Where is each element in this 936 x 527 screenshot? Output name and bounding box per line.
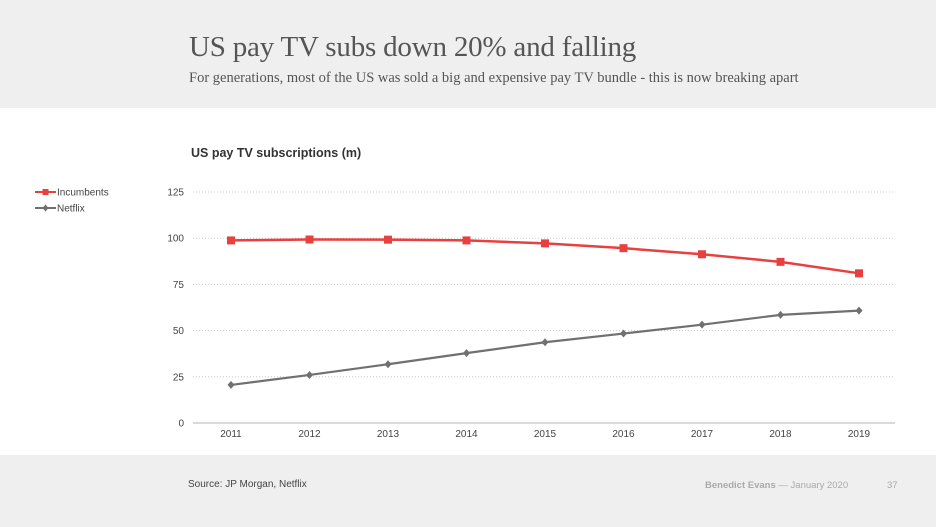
- y-tick-label: 50: [173, 326, 185, 337]
- y-tick-label: 75: [173, 280, 185, 291]
- data-point-netflix: [227, 380, 235, 389]
- page-number: 37: [887, 480, 898, 491]
- data-point-netflix: [855, 306, 863, 315]
- data-point-incumbents: [541, 239, 549, 248]
- series-line-netflix: [230, 309, 860, 387]
- y-tick-label: 25: [173, 372, 185, 383]
- data-point-incumbents: [305, 235, 314, 244]
- data-point-incumbents: [227, 236, 235, 245]
- footer-band: [0, 455, 936, 527]
- slide-title: US pay TV subs down 20% and falling: [189, 31, 637, 63]
- data-point-incumbents: [776, 257, 785, 266]
- legend-marker-netflix: [42, 204, 49, 212]
- data-point-netflix: [698, 320, 706, 329]
- data-point-incumbents: [619, 244, 628, 253]
- slide-subtitle: For generations, most of the US was sold…: [189, 70, 799, 86]
- data-point-netflix: [384, 360, 392, 369]
- y-tick-label: 0: [178, 419, 184, 430]
- y-tick-label: 125: [167, 188, 184, 199]
- y-tick-label: 100: [167, 234, 184, 245]
- x-tick-label: 2017: [691, 429, 714, 440]
- author-credit: Benedict Evans — January 2020: [705, 480, 848, 491]
- legend-label-incumbents: Incumbents: [57, 188, 109, 199]
- data-point-netflix: [777, 310, 784, 319]
- x-tick-label: 2016: [612, 429, 635, 440]
- data-point-incumbents: [698, 250, 706, 259]
- legend-marker-incumbents: [42, 189, 49, 195]
- x-tick-label: 2011: [220, 429, 242, 440]
- data-point-incumbents: [384, 235, 392, 244]
- chart-title: US pay TV subscriptions (m): [191, 146, 362, 160]
- author-name: Benedict Evans: [705, 480, 776, 491]
- x-tick-label: 2012: [298, 429, 321, 440]
- data-point-netflix: [620, 329, 627, 338]
- date: — January 2020: [778, 480, 849, 491]
- data-point-incumbents: [855, 269, 863, 278]
- data-point-netflix: [306, 370, 313, 379]
- data-point-netflix: [463, 349, 470, 358]
- legend-label-netflix: Netflix: [57, 204, 85, 215]
- x-tick-label: 2015: [534, 429, 557, 440]
- header-band: US pay TV subs down 20% and falling For …: [0, 0, 936, 108]
- data-point-netflix: [541, 338, 549, 347]
- x-tick-label: 2014: [455, 429, 478, 440]
- data-point-incumbents: [462, 236, 471, 245]
- x-tick-label: 2019: [848, 429, 871, 440]
- x-tick-label: 2013: [377, 429, 400, 440]
- x-tick-label: 2018: [769, 429, 792, 440]
- source-note: Source: JP Morgan, Netflix: [188, 479, 307, 490]
